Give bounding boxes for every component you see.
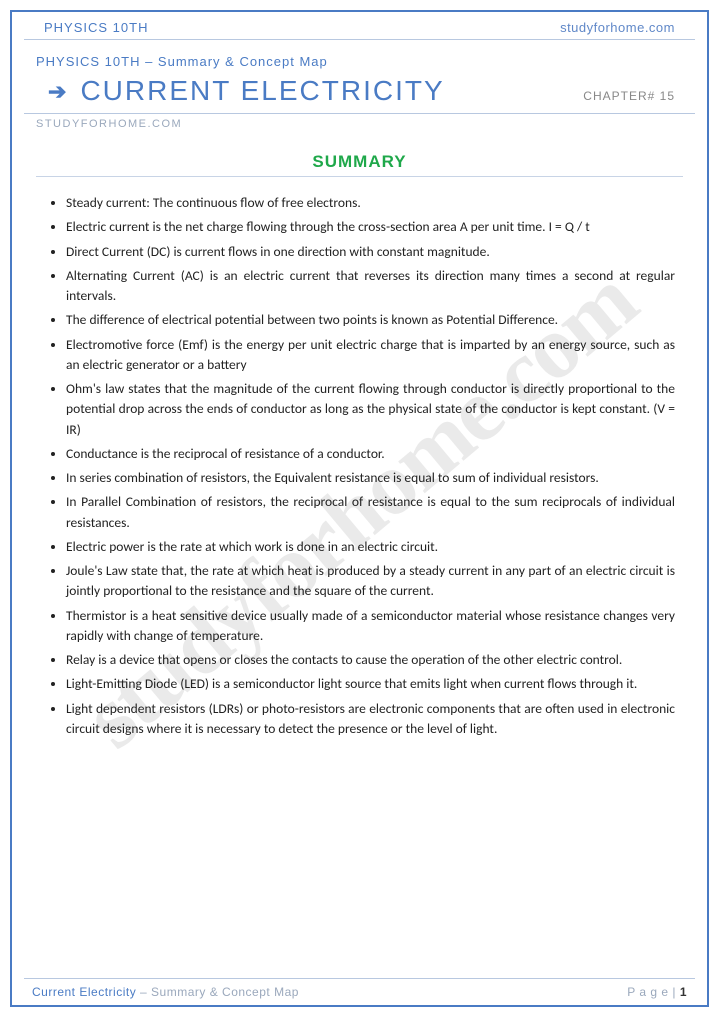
document-page: studyforhome.com PHYSICS 10TH studyforho…	[10, 10, 709, 1007]
list-item: Steady current: The continuous flow of f…	[66, 193, 675, 213]
list-item: Electric current is the net charge flowi…	[66, 217, 675, 237]
breadcrumb: PHYSICS 10TH – Summary & Concept Map	[12, 40, 707, 75]
chapter-label: CHAPTER# 15	[583, 89, 675, 107]
list-item: Alternating Current (AC) is an electric …	[66, 266, 675, 307]
header-site-link: studyforhome.com	[560, 20, 675, 35]
page-title: CURRENT ELECTRICITY	[80, 75, 444, 107]
footer-left: Current Electricity – Summary & Concept …	[32, 985, 299, 999]
summary-bullet-list: Steady current: The continuous flow of f…	[12, 181, 707, 739]
list-item: Thermistor is a heat sensitive device us…	[66, 606, 675, 647]
summary-heading: SUMMARY	[36, 152, 683, 177]
page-content: PHYSICS 10TH studyforhome.com PHYSICS 10…	[12, 12, 707, 739]
list-item: Electromotive force (Emf) is the energy …	[66, 335, 675, 376]
footer-right: P a g e | 1	[627, 985, 687, 999]
arrow-right-icon: ➔	[48, 78, 66, 105]
top-header: PHYSICS 10TH studyforhome.com	[24, 12, 695, 40]
list-item: Ohm's law states that the magnitude of t…	[66, 379, 675, 440]
footer-subtitle: – Summary & Concept Map	[136, 985, 299, 999]
sub-site-label: STUDYFORHOME.COM	[12, 114, 707, 130]
header-subject: PHYSICS 10TH	[44, 20, 148, 35]
page-number: 1	[680, 985, 687, 999]
list-item: Conductance is the reciprocal of resista…	[66, 444, 675, 464]
page-footer: Current Electricity – Summary & Concept …	[24, 978, 695, 1005]
list-item: In series combination of resistors, the …	[66, 468, 675, 488]
list-item: In Parallel Combination of resistors, th…	[66, 492, 675, 533]
list-item: Electric power is the rate at which work…	[66, 537, 675, 557]
list-item: Direct Current (DC) is current flows in …	[66, 242, 675, 262]
list-item: Joule's Law state that, the rate at whic…	[66, 561, 675, 602]
list-item: Light-Emitting Diode (LED) is a semicond…	[66, 674, 675, 694]
title-row: ➔ CURRENT ELECTRICITY CHAPTER# 15	[24, 75, 695, 114]
page-label: P a g e |	[627, 985, 680, 999]
list-item: Light dependent resistors (LDRs) or phot…	[66, 699, 675, 740]
title-left-group: ➔ CURRENT ELECTRICITY	[48, 75, 445, 107]
list-item: Relay is a device that opens or closes t…	[66, 650, 675, 670]
list-item: The difference of electrical potential b…	[66, 310, 675, 330]
footer-topic: Current Electricity	[32, 985, 136, 999]
